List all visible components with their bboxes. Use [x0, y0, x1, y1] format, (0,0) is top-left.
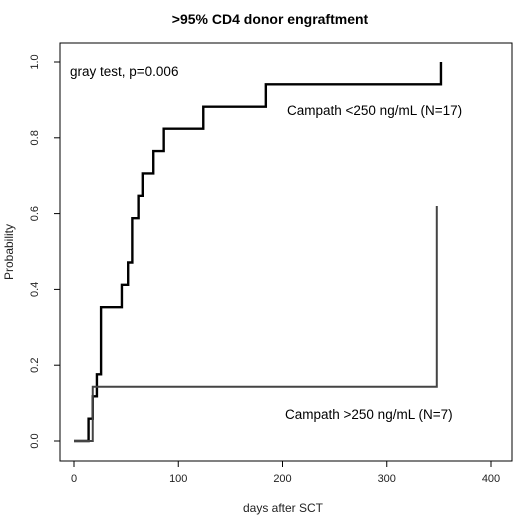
x-tick-label: 300 — [378, 473, 396, 485]
y-tick-label: 0.8 — [29, 130, 41, 145]
x-axis: 0 100 200 300 400 — [71, 460, 500, 485]
x-axis-label: days after SCT — [243, 501, 324, 515]
y-tick-label: 1.0 — [29, 54, 41, 69]
gray-test-annotation: gray test, p=0.006 — [70, 64, 178, 79]
y-axis-label: Probability — [2, 224, 16, 280]
x-tick-label: 200 — [273, 473, 291, 485]
y-axis: 0.0 0.2 0.4 0.6 0.8 1.0 — [29, 54, 61, 449]
x-tick-label: 0 — [71, 473, 77, 485]
y-tick-label: 0.2 — [29, 358, 41, 373]
y-tick-label: 0.0 — [29, 433, 41, 448]
series-label-high-campath: Campath >250 ng/mL (N=7) — [285, 407, 453, 422]
series-line-2 — [74, 206, 438, 442]
x-tick-label: 400 — [482, 473, 500, 485]
x-tick-label: 100 — [169, 473, 187, 485]
series-layer — [74, 62, 443, 443]
chart-title: >95% CD4 donor engraftment — [172, 11, 369, 27]
y-tick-label: 0.4 — [29, 282, 41, 297]
y-tick-label: 0.6 — [29, 206, 41, 221]
series-line-1 — [74, 62, 443, 443]
series-label-low-campath: Campath <250 ng/mL (N=17) — [287, 103, 462, 118]
